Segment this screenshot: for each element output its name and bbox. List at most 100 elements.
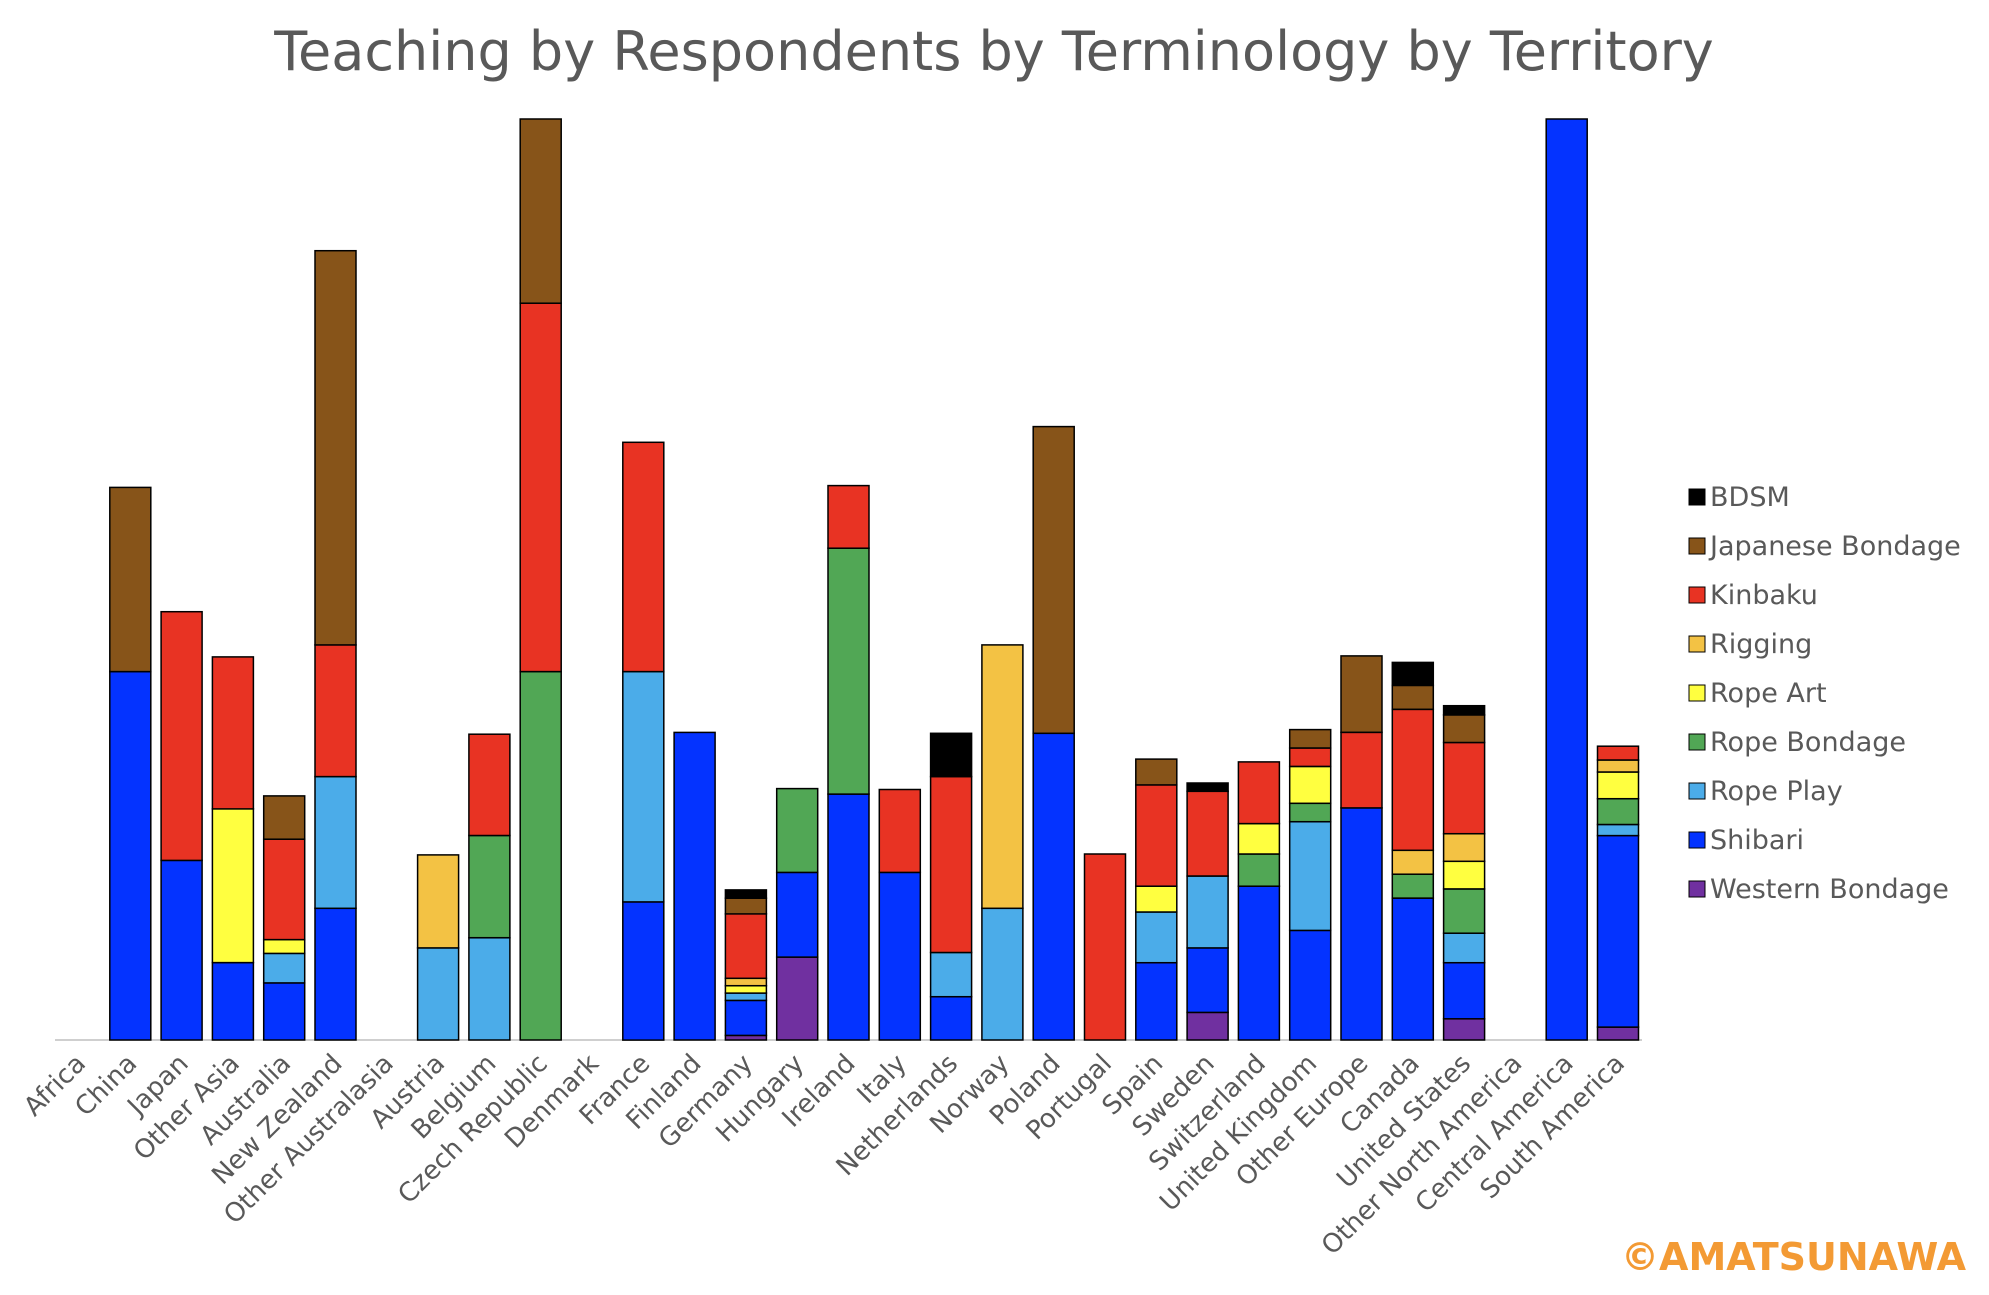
bar-segment-other-europe-kinbaku	[1340, 731, 1383, 809]
bar-segment-new-zealand-shibari	[314, 907, 357, 1041]
bar-segment-australia-kinbaku	[262, 838, 306, 941]
bar-segment-austria-rope-play	[416, 947, 460, 1041]
bar-segment-united-kingdom-rope-bondage	[1288, 802, 1332, 823]
bar-segment-hungary-shibari	[775, 871, 819, 958]
legend: BDSM Japanese Bondage Kinbaku Rigging Rope A…	[1688, 482, 1961, 905]
bar-segment-united-kingdom-kinbaku	[1288, 747, 1332, 768]
bar-segment-germany-rope-art	[724, 984, 768, 994]
bar-segment-south-america-kinbaku	[1596, 745, 1640, 761]
bar-segment-new-zealand-japanese-bondage	[314, 249, 357, 646]
legend-label: Kinbaku	[1710, 580, 1818, 611]
bar-segment-canada-rigging	[1391, 849, 1435, 875]
bar-segment-ireland-kinbaku	[827, 484, 870, 549]
bar-segment-switzerland-kinbaku	[1237, 761, 1281, 825]
bar-segment-other-asia-shibari	[211, 961, 255, 1041]
bar-segment-united-states-rope-bondage	[1442, 888, 1486, 934]
bar-segment-australia-rope-play	[262, 952, 306, 984]
bar-segment-other-asia-kinbaku	[211, 656, 255, 810]
bar-segment-spain-shibari	[1135, 961, 1178, 1041]
bar-segment-france-kinbaku	[622, 441, 665, 673]
bar-segment-poland-japanese-bondage	[1032, 425, 1075, 735]
legend-label: Rigging	[1710, 629, 1812, 660]
bar-segment-germany-bdsm	[724, 889, 768, 899]
bar-segment-china-shibari	[109, 670, 152, 1041]
bar-segment-other-europe-shibari	[1340, 807, 1383, 1041]
bar-segment-germany-kinbaku	[724, 913, 768, 980]
bar-segment-australia-japanese-bondage	[262, 795, 306, 840]
legend-label: Shibari	[1710, 825, 1804, 856]
bar-segment-other-asia-rope-art	[211, 808, 255, 964]
bar-segment-poland-shibari	[1032, 732, 1075, 1041]
bar-segment-italy-shibari	[878, 871, 922, 1041]
bar-segment-sweden-kinbaku	[1186, 790, 1229, 877]
bar-segment-japan-shibari	[160, 859, 203, 1041]
bar-segment-germany-japanese-bondage	[724, 897, 768, 915]
bar-segment-belgium-rope-play	[468, 937, 511, 1041]
bar-segment-japan-kinbaku	[160, 610, 203, 862]
bar-segment-united-kingdom-rope-art	[1288, 765, 1332, 805]
bar-segment-sweden-western-bondage	[1186, 1011, 1229, 1041]
bar-segment-hungary-rope-bondage	[775, 787, 819, 874]
bar-segment-united-states-rope-play	[1442, 932, 1486, 964]
bars-group	[109, 118, 1640, 1041]
chart-title: Teaching by Respondents by Terminology b…	[273, 20, 1714, 83]
bar-segment-new-zealand-kinbaku	[314, 644, 357, 778]
bar-segment-germany-shibari	[724, 999, 768, 1037]
bar-segment-norway-rope-play	[981, 907, 1024, 1041]
bar-segment-ireland-shibari	[827, 793, 870, 1041]
watermark: ©AMATSUNAWA	[1621, 1235, 1967, 1279]
bar-segment-belgium-kinbaku	[468, 733, 511, 837]
bar-segment-united-states-kinbaku	[1442, 741, 1486, 835]
legend-swatch	[1688, 733, 1706, 751]
bar-segment-hungary-western-bondage	[775, 956, 819, 1041]
bar-segment-czech-republic-kinbaku	[519, 302, 562, 673]
bar-segment-belgium-rope-bondage	[468, 834, 511, 939]
bar-segment-united-states-western-bondage	[1442, 1018, 1486, 1041]
legend-label: Japanese Bondage	[1708, 531, 1961, 562]
legend-swatch	[1688, 880, 1706, 898]
legend-swatch	[1688, 782, 1706, 800]
bar-segment-south-america-rope-bondage	[1596, 797, 1640, 826]
legend-swatch	[1688, 537, 1706, 555]
bar-segment-south-america-rigging	[1596, 759, 1640, 773]
bar-segment-china-japanese-bondage	[109, 486, 152, 673]
bar-segment-australia-shibari	[262, 982, 306, 1041]
bar-segment-norway-rigging	[981, 644, 1024, 910]
legend-swatch	[1688, 831, 1706, 849]
bar-segment-canada-japanese-bondage	[1391, 684, 1435, 711]
bar-segment-australia-rope-art	[262, 938, 306, 955]
bar-segment-switzerland-rope-art	[1237, 822, 1281, 855]
bar-segment-central-america-shibari	[1545, 118, 1588, 1041]
bar-segment-united-states-bdsm	[1442, 704, 1486, 716]
legend-label: Western Bondage	[1710, 874, 1949, 905]
bar-segment-south-america-rope-art	[1596, 771, 1640, 800]
bar-segment-germany-rigging	[724, 977, 768, 987]
bar-segment-spain-rope-play	[1135, 911, 1178, 964]
bar-segment-netherlands-bdsm	[929, 732, 973, 778]
bar-segment-new-zealand-rope-play	[314, 775, 357, 910]
bar-segment-czech-republic-rope-bondage	[519, 670, 562, 1041]
bar-segment-united-kingdom-rope-play	[1288, 820, 1332, 932]
bar-segment-switzerland-rope-bondage	[1237, 853, 1281, 887]
bar-segment-united-kingdom-japanese-bondage	[1288, 728, 1332, 749]
bar-segment-germany-rope-play	[724, 992, 768, 1002]
bar-segment-finland-shibari	[673, 731, 716, 1041]
bar-segment-united-states-japanese-bondage	[1442, 714, 1486, 744]
legend-label: Rope Bondage	[1710, 727, 1906, 758]
bar-segment-canada-bdsm	[1391, 661, 1435, 687]
bar-segment-south-america-western-bondage	[1596, 1026, 1640, 1041]
bar-segment-united-states-shibari	[1442, 961, 1486, 1020]
bar-segment-canada-kinbaku	[1391, 708, 1435, 852]
bar-segment-united-states-rope-art	[1442, 860, 1486, 890]
bar-segment-netherlands-rope-play	[929, 951, 973, 998]
bar-segment-italy-kinbaku	[878, 788, 922, 874]
legend-label: BDSM	[1710, 482, 1790, 513]
legend-swatch	[1688, 488, 1706, 506]
bar-segment-spain-rope-art	[1135, 885, 1178, 913]
bar-segment-france-shibari	[622, 901, 665, 1041]
bar-segment-sweden-shibari	[1186, 947, 1229, 1014]
bar-segment-netherlands-kinbaku	[929, 775, 973, 954]
bar-segment-ireland-rope-bondage	[827, 547, 870, 795]
